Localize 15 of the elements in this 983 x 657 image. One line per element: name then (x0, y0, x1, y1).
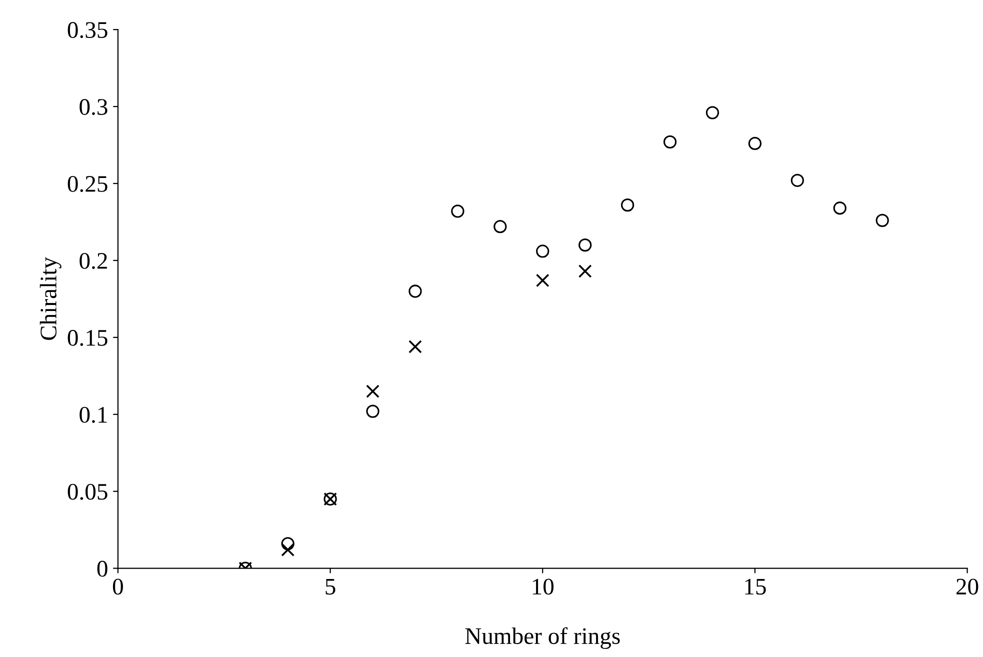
y-tick-label: 0.3 (80, 99, 108, 116)
y-tick-label: 0.15 (68, 330, 108, 346)
x-tick-label: 10 (532, 578, 554, 595)
x-tick-label: 5 (326, 578, 336, 595)
x-tick-label: 0 (112, 578, 123, 595)
x-tick-label: 15 (745, 578, 766, 595)
y-tick-label: 0.1 (80, 406, 107, 423)
x-axis-title: Number of rings (465, 627, 620, 649)
y-tick-label: 0.05 (68, 484, 108, 500)
y-tick-label: 0.35 (68, 22, 108, 38)
x-tick-label: 20 (956, 578, 978, 595)
y-tick-label: 0.25 (68, 176, 108, 192)
y-axis-title: Chirality (40, 257, 62, 340)
y-tick-label: 0.2 (80, 252, 107, 269)
y-tick-label: 0 (97, 560, 108, 577)
